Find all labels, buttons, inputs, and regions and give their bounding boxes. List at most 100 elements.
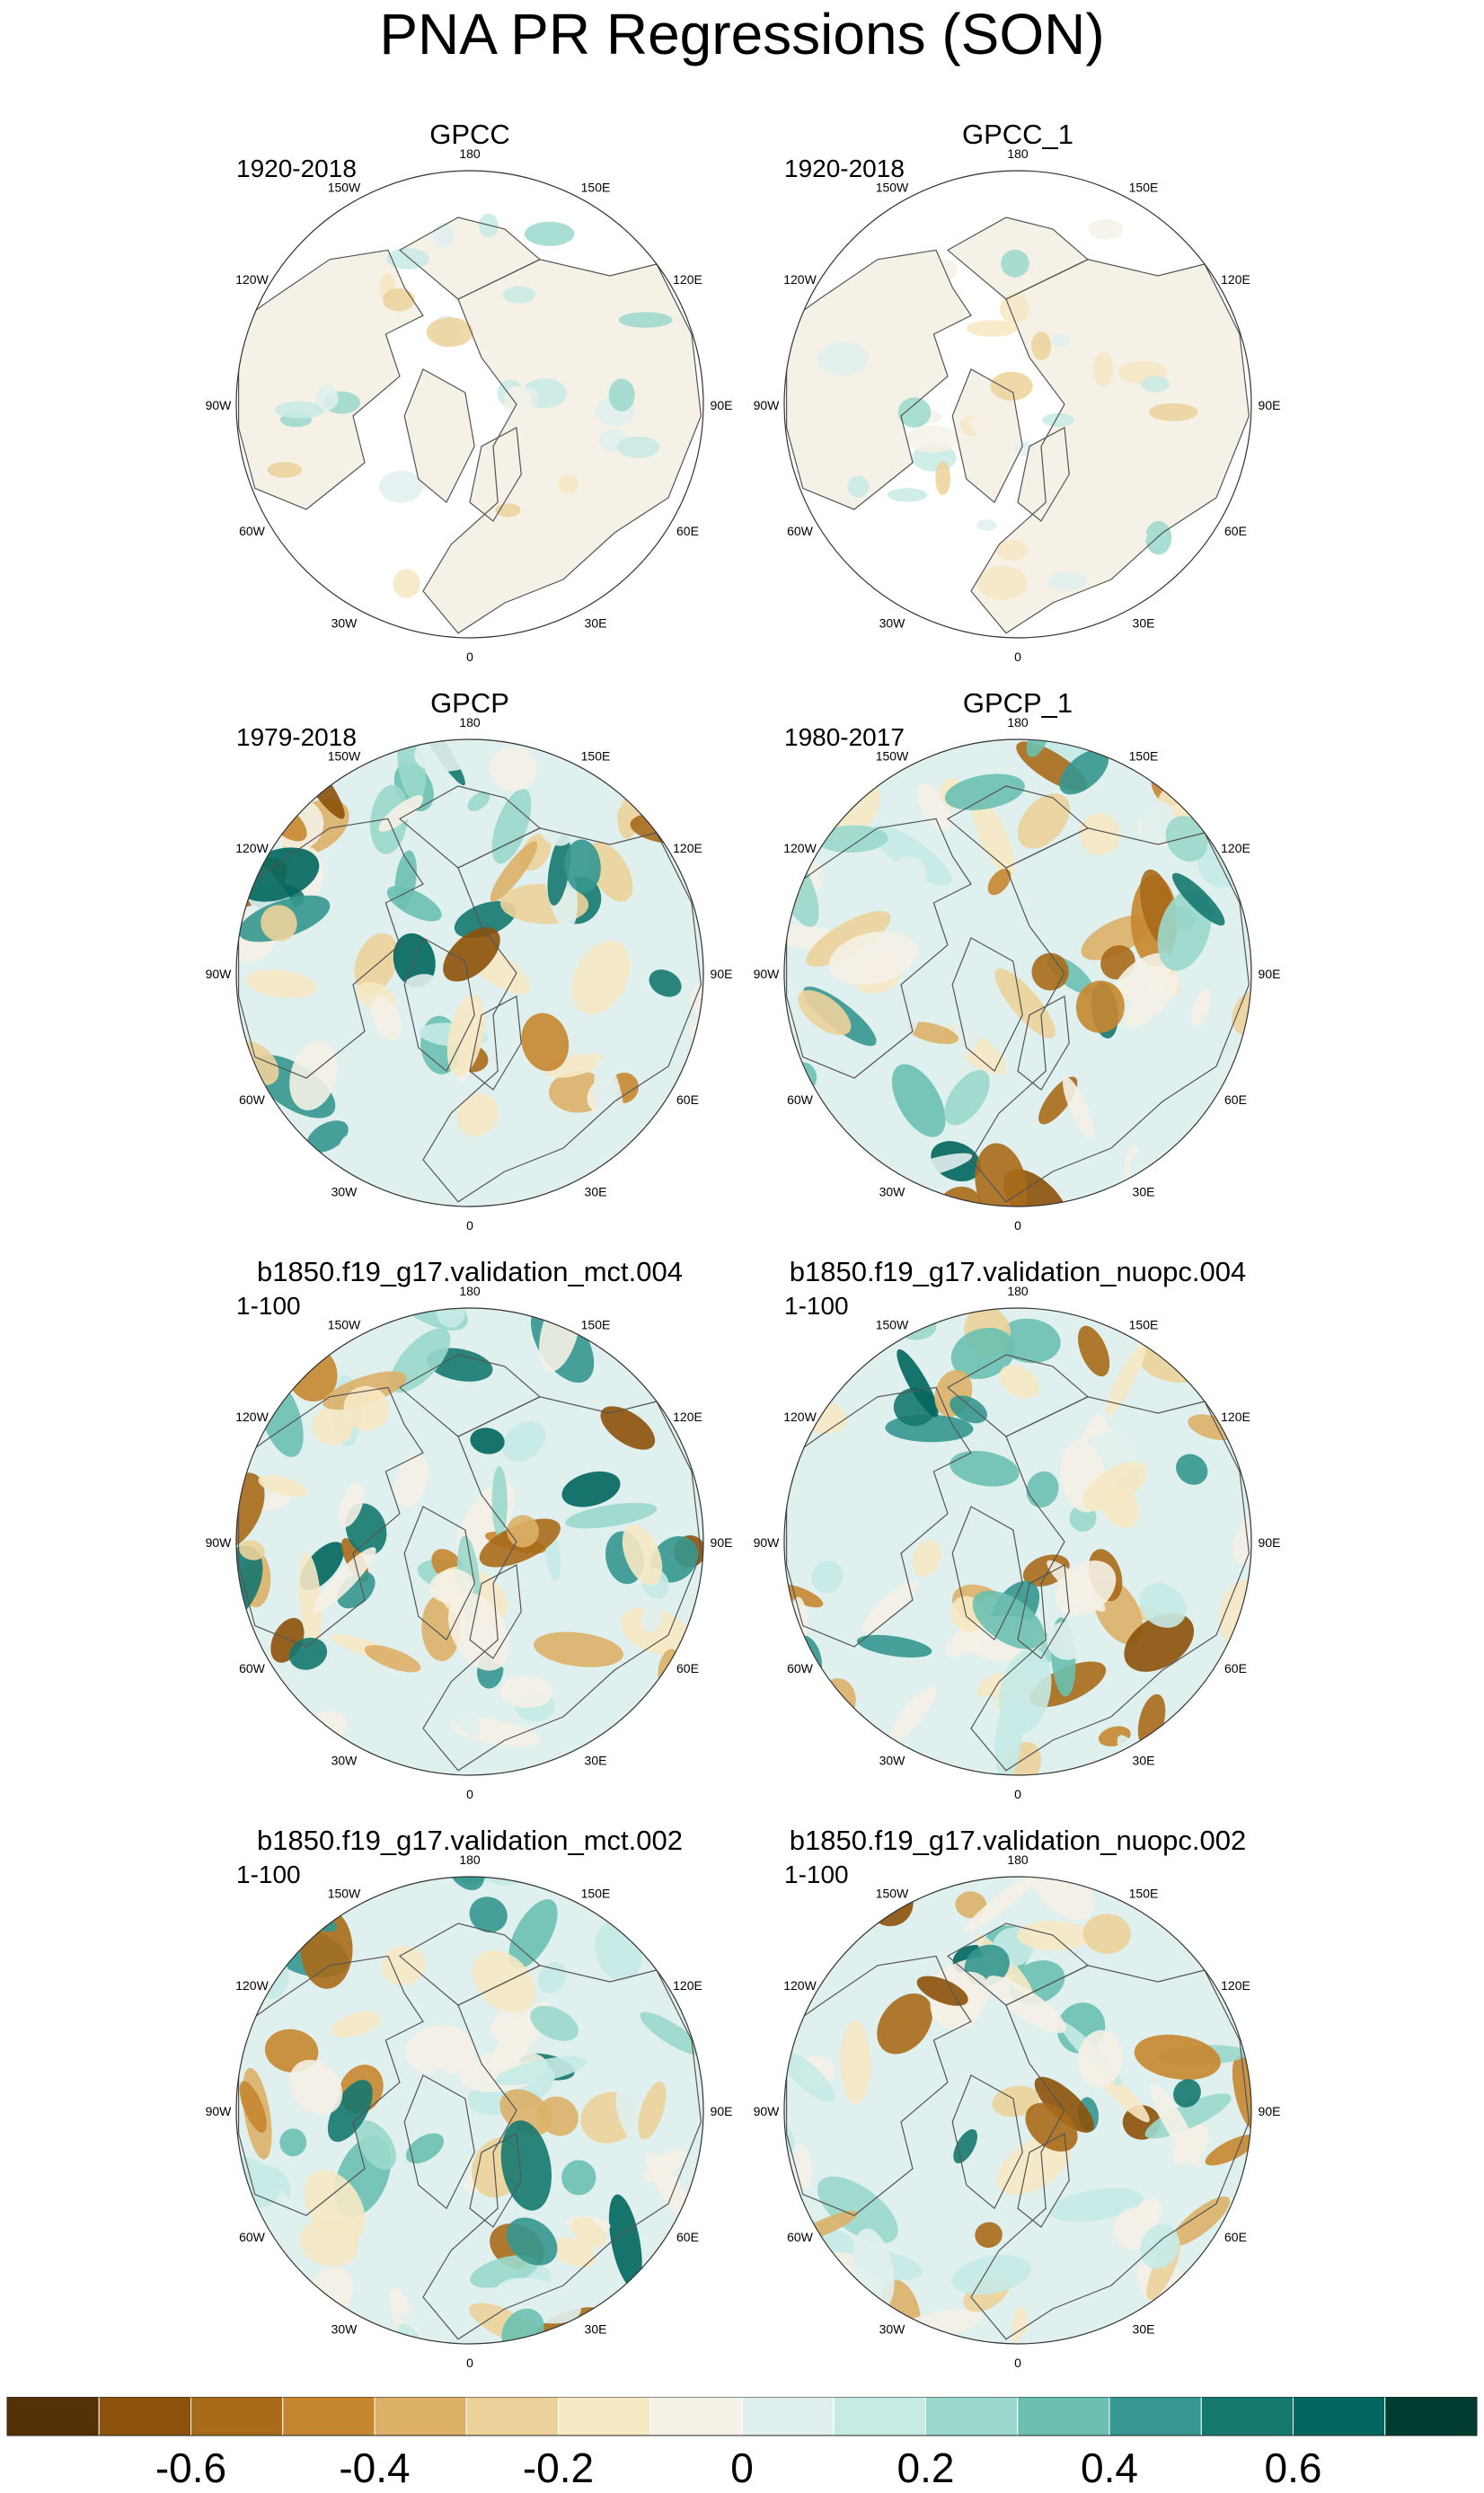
anomaly-patch [1205, 2134, 1251, 2166]
coastline [970, 259, 1250, 634]
anomaly-patch [817, 2176, 898, 2244]
colorbar-swatch [649, 2397, 743, 2436]
longitude-label: 90E [1259, 967, 1281, 981]
longitude-label: 0 [1014, 650, 1021, 664]
colorbar-swatch [1293, 2397, 1386, 2436]
anomaly-patch [275, 401, 326, 419]
anomaly-patch [1139, 1582, 1187, 1628]
anomaly-patch [828, 931, 918, 986]
longitude-label: 30W [879, 1753, 906, 1767]
longitude-label: 30E [1133, 615, 1155, 630]
coastline [403, 1506, 475, 1641]
anomaly-patch [261, 905, 297, 942]
anomaly-patch [963, 1695, 998, 1718]
longitude-label: 90W [754, 398, 781, 412]
anomaly-patch [547, 834, 571, 906]
anomaly-patch [393, 569, 420, 598]
colorbar-tick-label: -0.4 [339, 2444, 410, 2491]
longitude-label: 60E [676, 1092, 699, 1107]
anomaly-patch [994, 1692, 1023, 1775]
anomaly-patch [600, 1406, 656, 1450]
colorbar-swatch [833, 2397, 926, 2436]
anomaly-patch [489, 747, 537, 791]
regression-field [236, 1308, 703, 1775]
anomaly-patch [977, 875, 1053, 919]
coastline [398, 1923, 542, 2006]
anomaly-patch [650, 1536, 698, 1583]
anomaly-patch [364, 1645, 421, 1673]
longitude-label: 120W [235, 841, 269, 855]
longitude-label: 90E [1259, 2104, 1281, 2118]
map-border [235, 1876, 704, 2345]
anomaly-patch [405, 2025, 475, 2076]
anomaly-patch [887, 488, 928, 502]
coastline [422, 259, 702, 634]
anomaly-patch [1017, 793, 1070, 849]
anomaly-patch [906, 1021, 959, 1045]
anomaly-patch [339, 1134, 384, 1178]
anomaly-patch [415, 477, 448, 491]
colorbar-swatch [1017, 2397, 1110, 2436]
anomaly-patch [996, 539, 1029, 561]
anomaly-patch [798, 990, 852, 1036]
anomaly-patch [571, 940, 631, 1015]
colorbar-outline [6, 2397, 1478, 2436]
longitude-label: 150W [876, 1887, 909, 1901]
longitude-label: 60E [1224, 1661, 1247, 1675]
anomaly-patch [871, 825, 952, 886]
anomaly-patch [897, 1348, 939, 1418]
longitude-label: 30W [879, 1184, 906, 1198]
map-border [235, 738, 704, 1207]
anomaly-patch [977, 565, 1028, 600]
anomaly-patch [381, 1946, 426, 1985]
anomaly-patch [1114, 952, 1173, 1001]
longitude-label: 90E [711, 1535, 733, 1550]
longitude-label: 90E [711, 2104, 733, 2118]
anomaly-patch [470, 1428, 505, 1454]
anomaly-patch [969, 407, 1014, 438]
longitude-label: 150W [328, 749, 361, 764]
longitude-label: 150E [1129, 181, 1159, 195]
anomaly-patch [906, 425, 958, 453]
anomaly-patch [608, 378, 635, 411]
regression-field [784, 739, 1251, 1207]
anomaly-patch [313, 1547, 376, 1613]
anomaly-patch [641, 1602, 663, 1632]
anomaly-patch [1135, 2197, 1162, 2226]
anomaly-patch [816, 825, 888, 853]
longitude-label: 30E [1133, 2321, 1155, 2336]
anomaly-patch [289, 2059, 343, 2115]
longitude-label: 120W [235, 272, 269, 287]
panel-period: 1920-2018 [784, 155, 905, 182]
longitude-label: 60W [787, 2230, 814, 2244]
anomaly-patch [617, 436, 660, 458]
anomaly-patch [1013, 440, 1034, 456]
anomaly-patch [530, 2005, 579, 2041]
longitude-label: 30E [585, 2321, 607, 2336]
panels-svg: GPCC 1920-2018 180 150E 120E 90E 60E 30E 0 30W 60W… [206, 119, 1281, 2370]
anomaly-patch [1029, 1877, 1095, 1921]
longitude-label: 90W [754, 2104, 781, 2118]
longitude-label: 180 [1007, 1284, 1029, 1298]
longitude-label: 150W [876, 749, 909, 764]
colorbar-swatch [282, 2397, 375, 2436]
coastline [469, 995, 522, 1091]
longitude-label: 30W [331, 615, 358, 630]
anomaly-patch [640, 2011, 703, 2055]
longitude-label: 180 [1007, 715, 1029, 729]
anomaly-patch [289, 1040, 338, 1110]
panel-period: 1979-2018 [236, 723, 357, 751]
anomaly-patch [890, 856, 927, 894]
anomaly-patch [1141, 376, 1170, 393]
anomaly-patch [913, 1540, 941, 1577]
anomaly-patch [950, 999, 986, 1058]
longitude-label: 150E [1129, 1887, 1159, 1901]
anomaly-patch [356, 2120, 396, 2170]
panel-period: 1920-2018 [236, 155, 357, 182]
anomaly-patch [383, 1721, 403, 1751]
longitude-label: 60W [239, 2230, 266, 2244]
panel-period: 1980-2017 [784, 723, 905, 751]
anomaly-patch [490, 2011, 534, 2047]
anomaly-patch [477, 552, 494, 572]
longitude-label: 150W [876, 181, 909, 195]
